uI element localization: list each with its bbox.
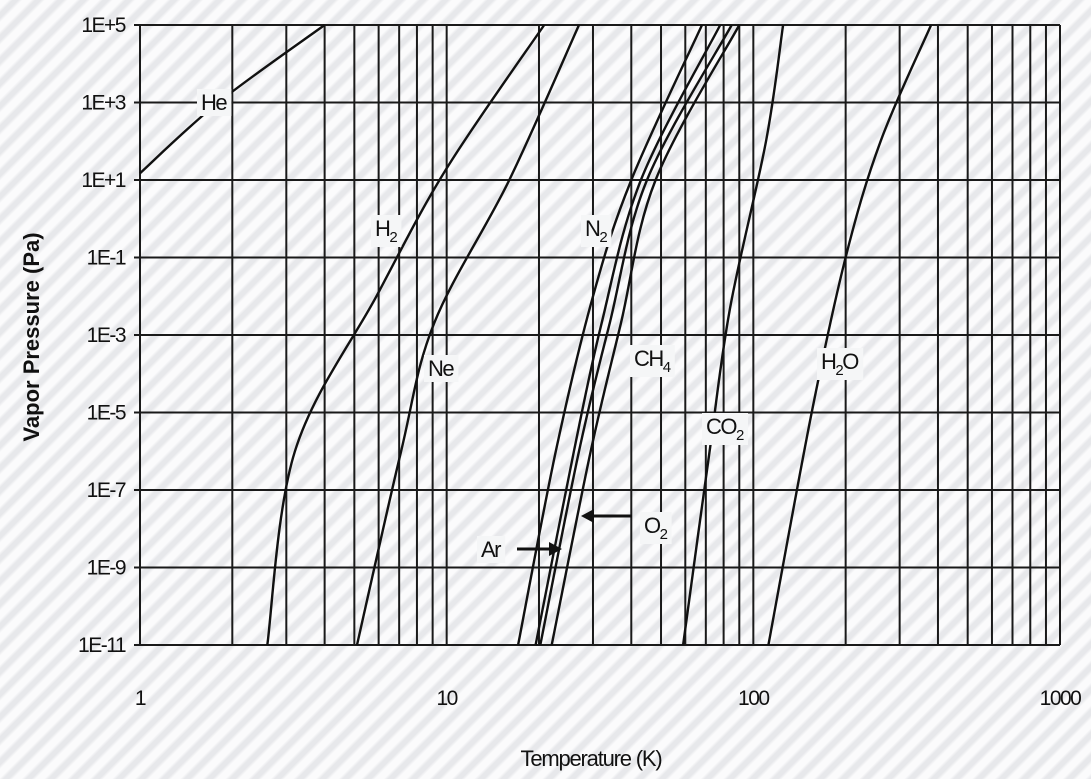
label-o2: O2 <box>644 513 668 543</box>
y-tick-label: 1E-3 <box>87 324 126 347</box>
curve-co2 <box>681 24 785 646</box>
arrow-ar-head <box>549 542 562 556</box>
label-ch4: CH4 <box>634 346 671 376</box>
label-h2: H2 <box>375 216 397 246</box>
y-tick-label: 1E+1 <box>81 169 125 192</box>
x-axis-title: Temperature (K) <box>521 746 662 771</box>
y-tick-label: 1E+5 <box>81 14 125 37</box>
curve-ar <box>534 24 722 646</box>
x-tick-label: 100 <box>738 687 769 710</box>
y-tick-label: 1E-9 <box>87 557 126 580</box>
label-mask <box>640 512 672 544</box>
curve-ch4 <box>550 24 741 646</box>
label-he: He <box>201 90 227 115</box>
arrow-o2-head <box>581 509 594 523</box>
label-ar: Ar <box>481 537 501 562</box>
y-tick-label: 1E-1 <box>87 247 126 270</box>
series-curves <box>139 24 933 646</box>
y-tick-label: 1E-11 <box>78 634 126 657</box>
curve-labels: He H2 Ne N2 CH4 H2O CO2 O2 Ar <box>197 89 864 563</box>
y-axis-title: Vapor Pressure (Pa) <box>19 232 44 441</box>
label-n2: N2 <box>585 216 607 246</box>
label-arrows <box>517 509 632 556</box>
y-tick-label: 1E+3 <box>81 92 125 115</box>
curve-h2 <box>266 24 546 646</box>
x-tick-label: 1000 <box>1040 687 1082 710</box>
label-co2: CO2 <box>706 414 744 444</box>
label-mask <box>702 413 748 445</box>
label-mask <box>581 215 612 247</box>
curve-o2 <box>539 24 733 646</box>
label-mask <box>197 89 232 116</box>
label-mask <box>477 536 506 563</box>
x-tick-label: 1 <box>135 687 146 710</box>
curve-n2 <box>516 24 704 646</box>
curve-h2o <box>767 24 933 646</box>
y-tick-label: 1E-7 <box>87 479 126 502</box>
tick-labels: 1 10 100 1000 1E-11 1E-9 1E-7 1E-5 1E-3 1E-1 1E+1 1… <box>78 14 1083 710</box>
grid-lines <box>134 24 1061 646</box>
label-h2o: H2O <box>821 349 859 379</box>
label-ne: Ne <box>428 356 454 381</box>
y-tick-label: 1E-5 <box>87 402 126 425</box>
label-mask <box>630 345 675 377</box>
axis-titles: Temperature (K) Vapor Pressure (Pa) <box>19 232 663 771</box>
label-mask <box>817 348 864 380</box>
x-tick-label: 10 <box>436 687 457 710</box>
label-mask <box>424 355 459 382</box>
curve-ne <box>355 24 581 646</box>
label-mask <box>371 215 402 247</box>
